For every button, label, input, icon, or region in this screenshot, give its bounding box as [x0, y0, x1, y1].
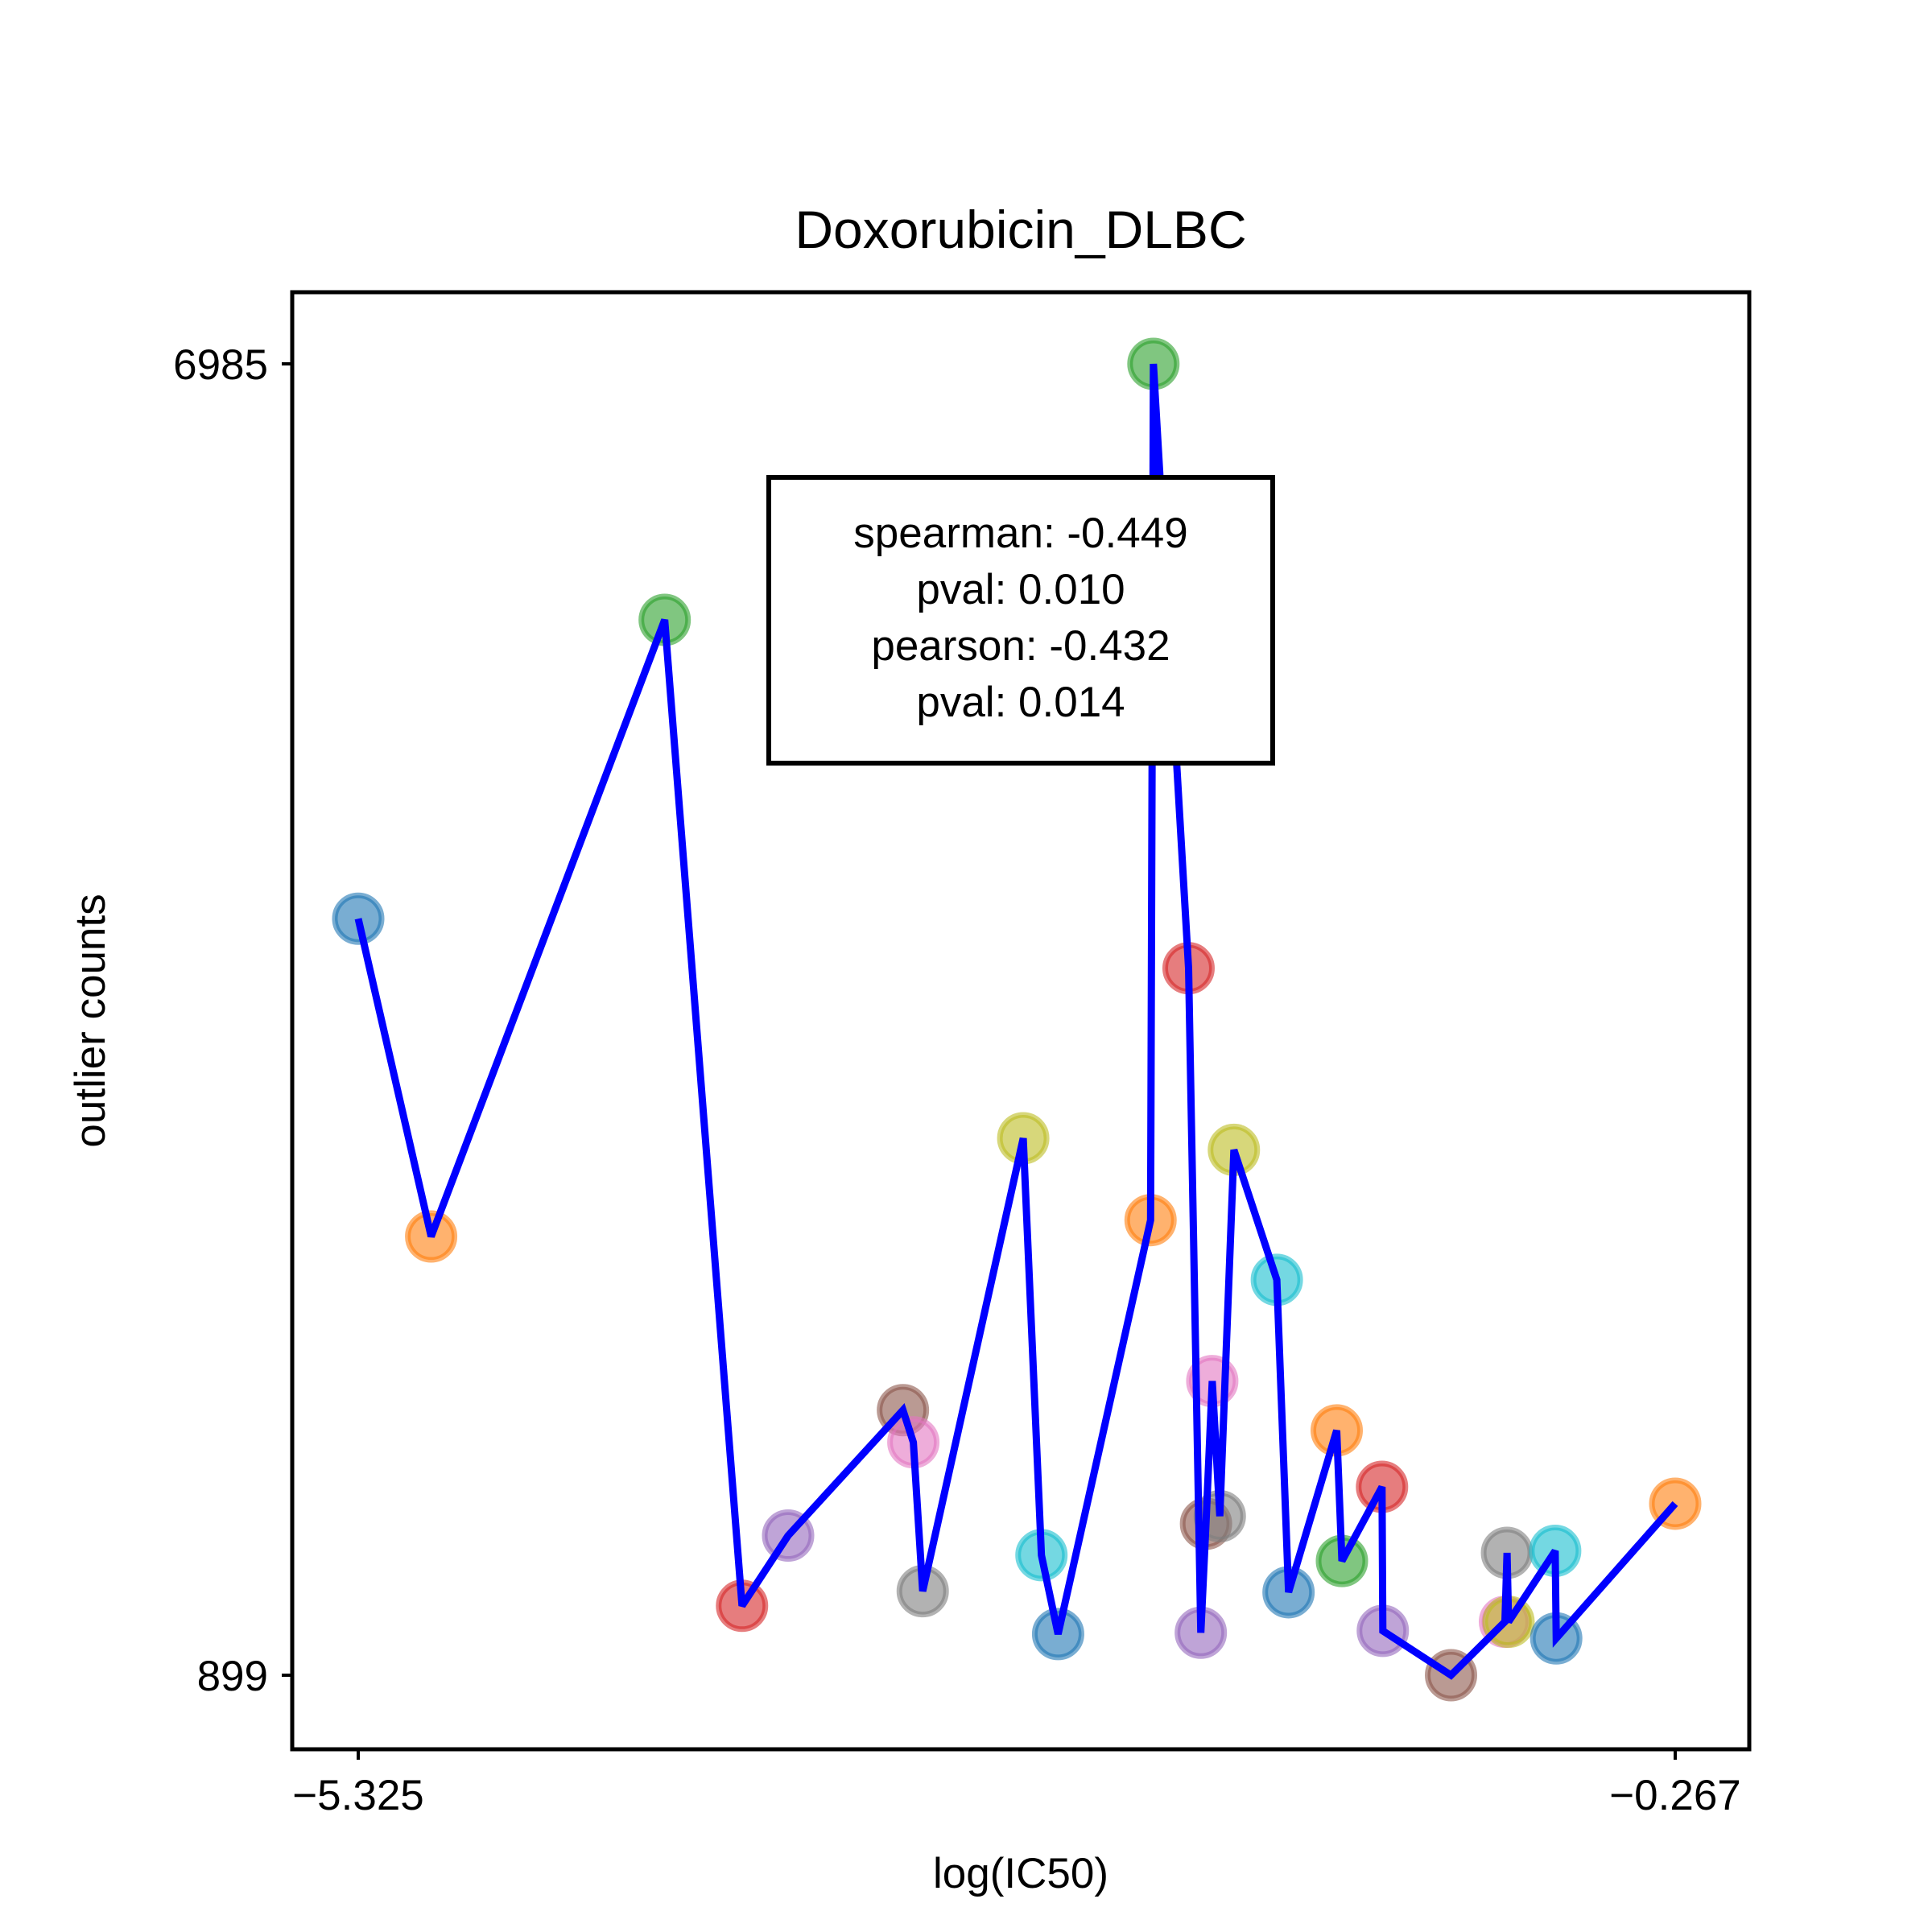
series-line-path — [354, 363, 1678, 1680]
x-tick-label-0: −5.325 — [292, 1772, 424, 1819]
stats-line-1: pval: 0.010 — [916, 566, 1125, 613]
plot-frame — [290, 290, 1752, 1752]
y-tick-label-1: 899 — [197, 1653, 268, 1700]
ticks: −5.325 −0.267 6985 899 — [173, 341, 1741, 1819]
y-axis-label: outlier counts — [67, 894, 114, 1147]
stats-box — [766, 475, 1275, 766]
stats-line-0: spearman: -0.449 — [853, 510, 1187, 557]
series-line — [354, 363, 1678, 1680]
x-tick-label-1: −0.267 — [1609, 1772, 1741, 1819]
stats-annotation: spearman: -0.449 pval: 0.010 pearson: -0.4… — [766, 475, 1275, 766]
y-tick-label-0: 6985 — [173, 341, 268, 389]
stats-line-3: pval: 0.014 — [916, 679, 1125, 726]
chart-title: Doxorubicin_DLBC — [795, 200, 1246, 259]
stats-line-2: pearson: -0.432 — [871, 622, 1170, 670]
x-axis-label: log(IC50) — [933, 1850, 1108, 1897]
